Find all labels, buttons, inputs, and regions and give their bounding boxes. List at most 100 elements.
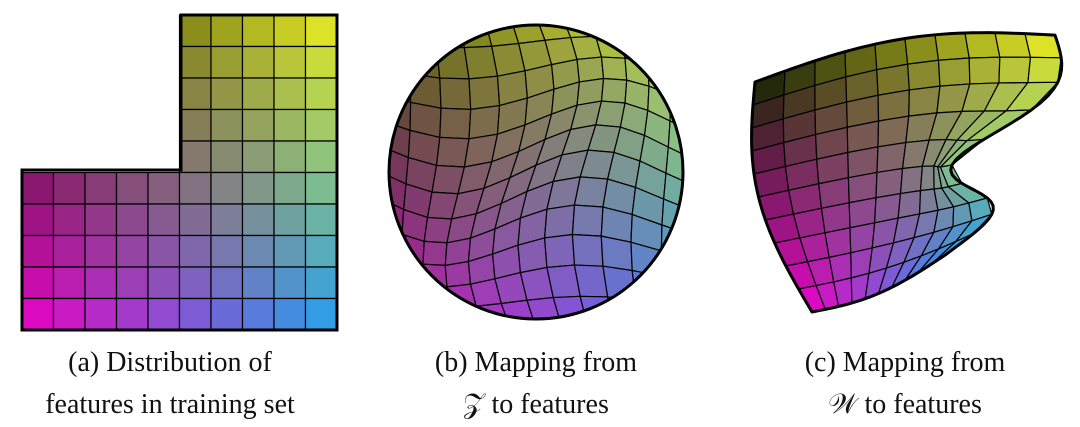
grid-cell	[304, 171, 338, 205]
grid-cell	[210, 77, 244, 111]
grid-cell	[669, 67, 683, 104]
grid-cell	[998, 56, 1032, 84]
caption-b-line1: (b) Mapping from	[434, 347, 638, 378]
grid-cell	[937, 57, 971, 87]
grid-cell	[576, 56, 605, 83]
grid-cell	[210, 45, 244, 79]
grid-cell	[52, 297, 86, 331]
grid-cell	[210, 108, 244, 142]
grid-cell	[178, 140, 212, 174]
grid-cell	[389, 25, 409, 46]
grid-cell	[273, 297, 307, 331]
grid-cell	[631, 269, 665, 303]
caption-a-line2: features in training set	[45, 389, 295, 420]
grid-cell	[210, 297, 244, 331]
grid-cell	[468, 75, 501, 110]
grid-cell	[663, 301, 683, 319]
grid-cell	[178, 108, 212, 142]
grid-cell	[115, 203, 149, 237]
grid-cell	[52, 171, 86, 205]
grid-cell	[919, 165, 935, 192]
grid-cell	[663, 172, 683, 212]
grid-cell	[273, 108, 307, 142]
grid-cell	[210, 171, 244, 205]
grid-cell	[389, 67, 412, 104]
grid-cell	[304, 234, 338, 268]
grid-cell	[468, 104, 501, 140]
grid-cell	[405, 25, 438, 48]
grid-cell	[273, 234, 307, 268]
grid-cell	[21, 234, 55, 268]
grid-cell	[634, 298, 667, 319]
grid-cell	[147, 297, 181, 331]
grid-cell	[178, 14, 212, 48]
grid-cell	[241, 297, 275, 331]
grid-cell	[84, 171, 118, 205]
grid-cell	[241, 203, 275, 237]
grid-cell	[273, 77, 307, 111]
grid-cell	[439, 77, 472, 110]
grid-cell	[178, 171, 212, 205]
grid-cell	[304, 45, 338, 79]
grid-cell	[178, 77, 212, 111]
grid-cell	[21, 203, 55, 237]
grid-cell	[431, 25, 465, 49]
grid-cell	[600, 77, 628, 104]
grid-cell	[210, 266, 244, 300]
grid-cell	[273, 45, 307, 79]
grid-cell	[52, 266, 86, 300]
grid-cell	[115, 266, 149, 300]
grid-cell	[178, 203, 212, 237]
grid-cell	[21, 171, 55, 205]
grid-cell	[587, 25, 621, 38]
grid-cell	[573, 176, 609, 208]
grid-cell	[544, 204, 576, 239]
grid-cell	[178, 45, 212, 79]
grid-cell	[422, 263, 448, 288]
grid-cell	[241, 108, 275, 142]
grid-cell	[52, 203, 86, 237]
grid-cell	[304, 77, 338, 111]
grid-cell	[899, 165, 923, 195]
grid-cell	[660, 250, 683, 284]
grid-cell	[52, 234, 86, 268]
grid-cell	[389, 301, 407, 319]
grid-cell	[241, 140, 275, 174]
grid-cell	[273, 14, 307, 48]
grid-cell	[828, 252, 852, 283]
panel-a-outline	[20, 13, 339, 332]
grid-cell	[210, 14, 244, 48]
grid-cell	[147, 266, 181, 300]
grid-cell	[304, 297, 338, 331]
grid-cell	[389, 249, 403, 283]
grid-cell	[273, 203, 307, 237]
grid-cell	[115, 171, 149, 205]
grid-cell	[403, 304, 433, 319]
caption-c-line1: (c) Mapping from	[804, 347, 1006, 378]
grid-cell	[544, 233, 576, 269]
grid-cell	[667, 41, 683, 76]
panel-c-blob-grid	[750, 31, 1064, 314]
grid-cell	[600, 56, 628, 81]
grid-cell	[451, 305, 485, 319]
grid-cell	[407, 44, 441, 79]
grid-cell	[84, 234, 118, 268]
grid-cell	[178, 297, 212, 331]
grid-cell	[210, 203, 244, 237]
grid-cell	[147, 234, 181, 268]
grid-cell	[389, 275, 405, 306]
grid-cell	[435, 136, 470, 168]
grid-cell	[84, 203, 118, 237]
grid-cell	[824, 227, 852, 258]
grid-cell	[964, 32, 1001, 59]
grid-cell	[304, 266, 338, 300]
grid-cell	[241, 266, 275, 300]
grid-cell	[934, 32, 970, 61]
grid-cell	[147, 203, 181, 237]
grid-cell	[241, 14, 275, 48]
grid-cell	[908, 85, 941, 117]
grid-cell	[876, 141, 907, 174]
grid-cell	[210, 234, 244, 268]
grid-cell	[571, 204, 604, 237]
